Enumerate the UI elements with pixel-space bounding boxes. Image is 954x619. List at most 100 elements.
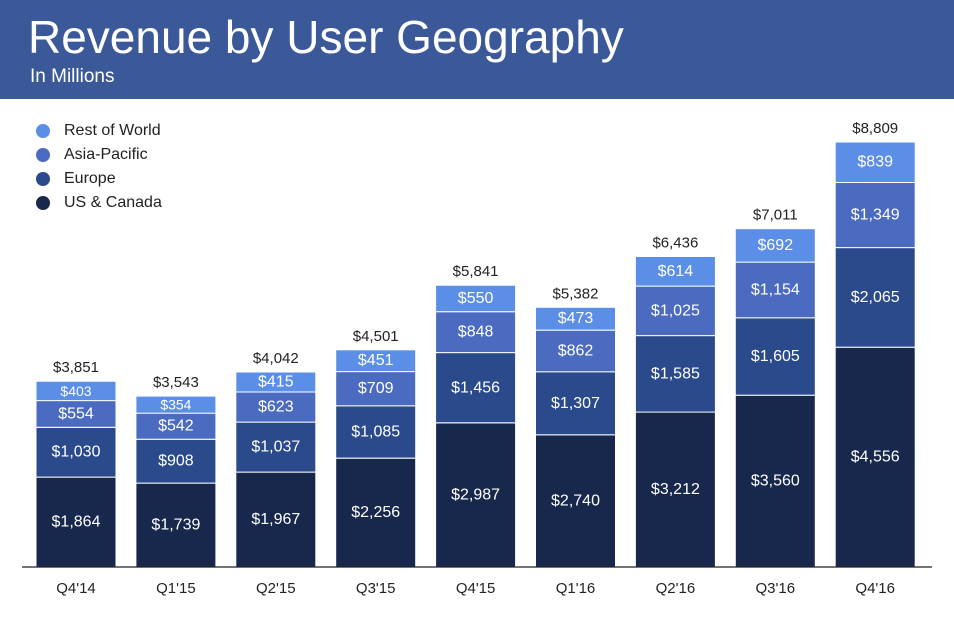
bar-segment-asia-pacific (235, 391, 317, 423)
total-label: $6,436 (652, 235, 698, 252)
bar-segment-rest-of-world (834, 141, 916, 183)
bar-segment-rest-of-world (35, 380, 117, 402)
data-label-rest-of-world: $614 (658, 263, 694, 280)
x-tick-label: Q2'16 (656, 580, 696, 597)
bar-segment-rest-of-world (535, 306, 616, 331)
bar-segment-rest-of-world (135, 395, 217, 414)
data-label-rest-of-world: $451 (358, 352, 394, 369)
bar-segment-europe (235, 421, 317, 473)
data-label-asia-pacific: $1,349 (851, 207, 900, 224)
x-tick-label: Q1'16 (556, 580, 596, 597)
bar-segment-europe (634, 335, 716, 413)
data-label-asia-pacific: $554 (58, 406, 94, 423)
total-label: $5,841 (453, 263, 499, 280)
bar-segment-europe (834, 247, 916, 348)
legend-swatch-europe (36, 172, 50, 186)
data-label-europe: $1,037 (251, 439, 300, 456)
data-label-asia-pacific: $848 (458, 324, 494, 341)
bar-segment-asia-pacific (634, 285, 716, 337)
data-label-us-canada: $4,556 (851, 449, 900, 466)
bar-segment-us-canada (435, 422, 517, 568)
data-label-europe: $1,585 (651, 365, 700, 382)
bar-segment-rest-of-world (634, 256, 716, 287)
bar-segment-asia-pacific (734, 261, 816, 319)
data-label-us-canada: $1,864 (52, 514, 101, 531)
bar-segment-rest-of-world (235, 371, 317, 393)
bar-segment-us-canada (235, 471, 317, 568)
data-label-us-canada: $3,560 (751, 473, 800, 490)
data-label-asia-pacific: $1,154 (751, 282, 800, 299)
data-label-asia-pacific: $1,025 (651, 302, 700, 319)
header-banner: Revenue by User Geography In Millions (0, 0, 954, 99)
data-label-asia-pacific: $709 (358, 380, 394, 397)
bar-segment-europe (535, 371, 616, 436)
legend-label-asia-pacific: Asia-Pacific (64, 146, 148, 163)
legend-swatch-asia-pacific (36, 148, 50, 162)
total-label: $4,501 (353, 328, 399, 345)
data-label-europe: $1,456 (451, 379, 500, 396)
data-label-rest-of-world: $550 (458, 290, 494, 307)
total-label: $5,382 (553, 285, 599, 302)
data-label-europe: $1,307 (551, 395, 600, 412)
data-label-asia-pacific: $862 (558, 343, 594, 360)
data-label-europe: $1,605 (751, 348, 800, 365)
data-label-us-canada: $2,740 (551, 492, 600, 509)
x-tick-label: Q2'15 (256, 580, 296, 597)
data-label-europe: $908 (158, 453, 194, 470)
bar-segment-asia-pacific (834, 182, 916, 249)
x-tick-label: Q4'15 (456, 580, 496, 597)
data-label-us-canada: $2,256 (351, 504, 400, 521)
legend-item-europe: Europe (36, 167, 162, 191)
legend-swatch-rest-of-world (36, 124, 50, 138)
legend-label-rest-of-world: Rest of World (64, 122, 161, 139)
total-label: $8,809 (852, 120, 898, 137)
bar-segment-asia-pacific (435, 311, 517, 354)
x-tick-label: Q3'15 (356, 580, 396, 597)
legend-item-us-canada: US & Canada (36, 191, 162, 215)
data-label-us-canada: $3,212 (651, 481, 700, 498)
bar-segment-europe (335, 405, 417, 459)
bar-segment-rest-of-world (734, 228, 816, 263)
bar-segment-us-canada (734, 394, 816, 568)
data-label-asia-pacific: $542 (158, 418, 194, 435)
legend-label-us-canada: US & Canada (64, 194, 162, 211)
total-label: $7,011 (753, 207, 798, 224)
x-tick-label: Q4'14 (56, 580, 96, 597)
bar-segment-us-canada (535, 434, 616, 568)
page-title: Revenue by User Geography (28, 11, 624, 63)
bar-segment-us-canada (834, 346, 916, 568)
x-tick-label: Q1'15 (156, 580, 196, 597)
x-tick-label: Q4'16 (855, 580, 895, 597)
bar-segment-europe (35, 426, 117, 478)
data-label-rest-of-world: $415 (258, 374, 294, 391)
bar-segment-us-canada (335, 457, 417, 568)
data-label-rest-of-world: $473 (558, 310, 594, 327)
legend-item-rest-of-world: Rest of World (36, 119, 162, 143)
total-label: $4,042 (253, 350, 299, 367)
bar-segment-rest-of-world (335, 349, 417, 373)
data-label-asia-pacific: $623 (258, 399, 294, 416)
bar-segment-rest-of-world (435, 284, 517, 313)
data-label-rest-of-world: $403 (60, 383, 91, 399)
page-subtitle: In Millions (30, 66, 115, 87)
data-label-rest-of-world: $839 (857, 154, 893, 171)
legend-item-asia-pacific: Asia-Pacific (36, 143, 162, 167)
chart-legend: Rest of World Asia-Pacific Europe US & C… (36, 119, 162, 215)
bar-segment-us-canada (634, 411, 716, 568)
bar-segment-us-canada (35, 476, 117, 568)
legend-swatch-us-canada (36, 196, 50, 210)
x-tick-label: Q3'16 (756, 580, 796, 597)
data-label-europe: $2,065 (851, 289, 900, 306)
legend-label-europe: Europe (64, 170, 116, 187)
data-label-europe: $1,030 (52, 444, 101, 461)
bar-segment-asia-pacific (535, 329, 616, 373)
data-label-us-canada: $2,987 (451, 486, 500, 503)
data-label-us-canada: $1,967 (251, 511, 300, 528)
bar-segment-asia-pacific (335, 371, 417, 407)
data-label-rest-of-world: $354 (160, 397, 191, 413)
bar-segment-europe (734, 317, 816, 396)
data-label-rest-of-world: $692 (758, 237, 794, 254)
total-label: $3,543 (153, 374, 199, 391)
data-label-us-canada: $1,739 (151, 517, 200, 534)
